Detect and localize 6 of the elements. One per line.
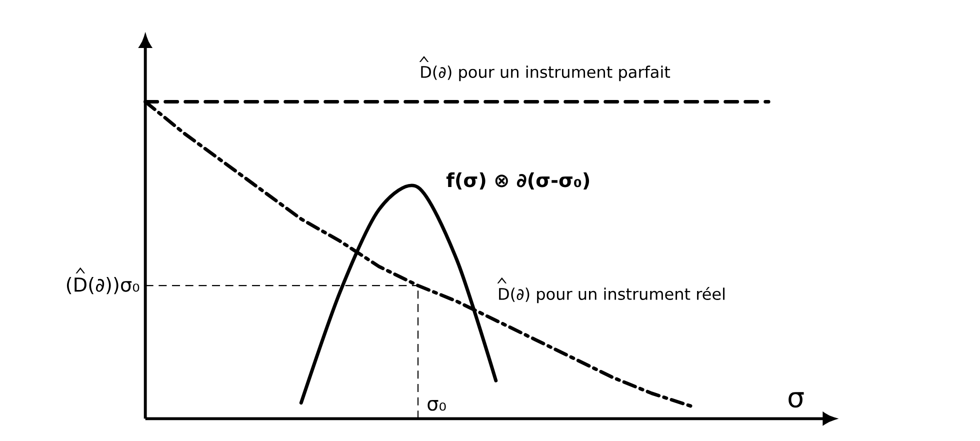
annotation: σ₀ — [428, 400, 446, 411]
series-label: f(σ) ⊗ ∂(σ-σ₀) — [446, 172, 590, 190]
x-axis-title: σ — [788, 392, 804, 408]
legend-label: D(∂) pour un instrument réel — [499, 286, 724, 303]
legend-label: D(∂) pour un instrument parfait — [421, 65, 670, 81]
ref-line-label: (D(∂))σ₀ — [66, 276, 140, 294]
